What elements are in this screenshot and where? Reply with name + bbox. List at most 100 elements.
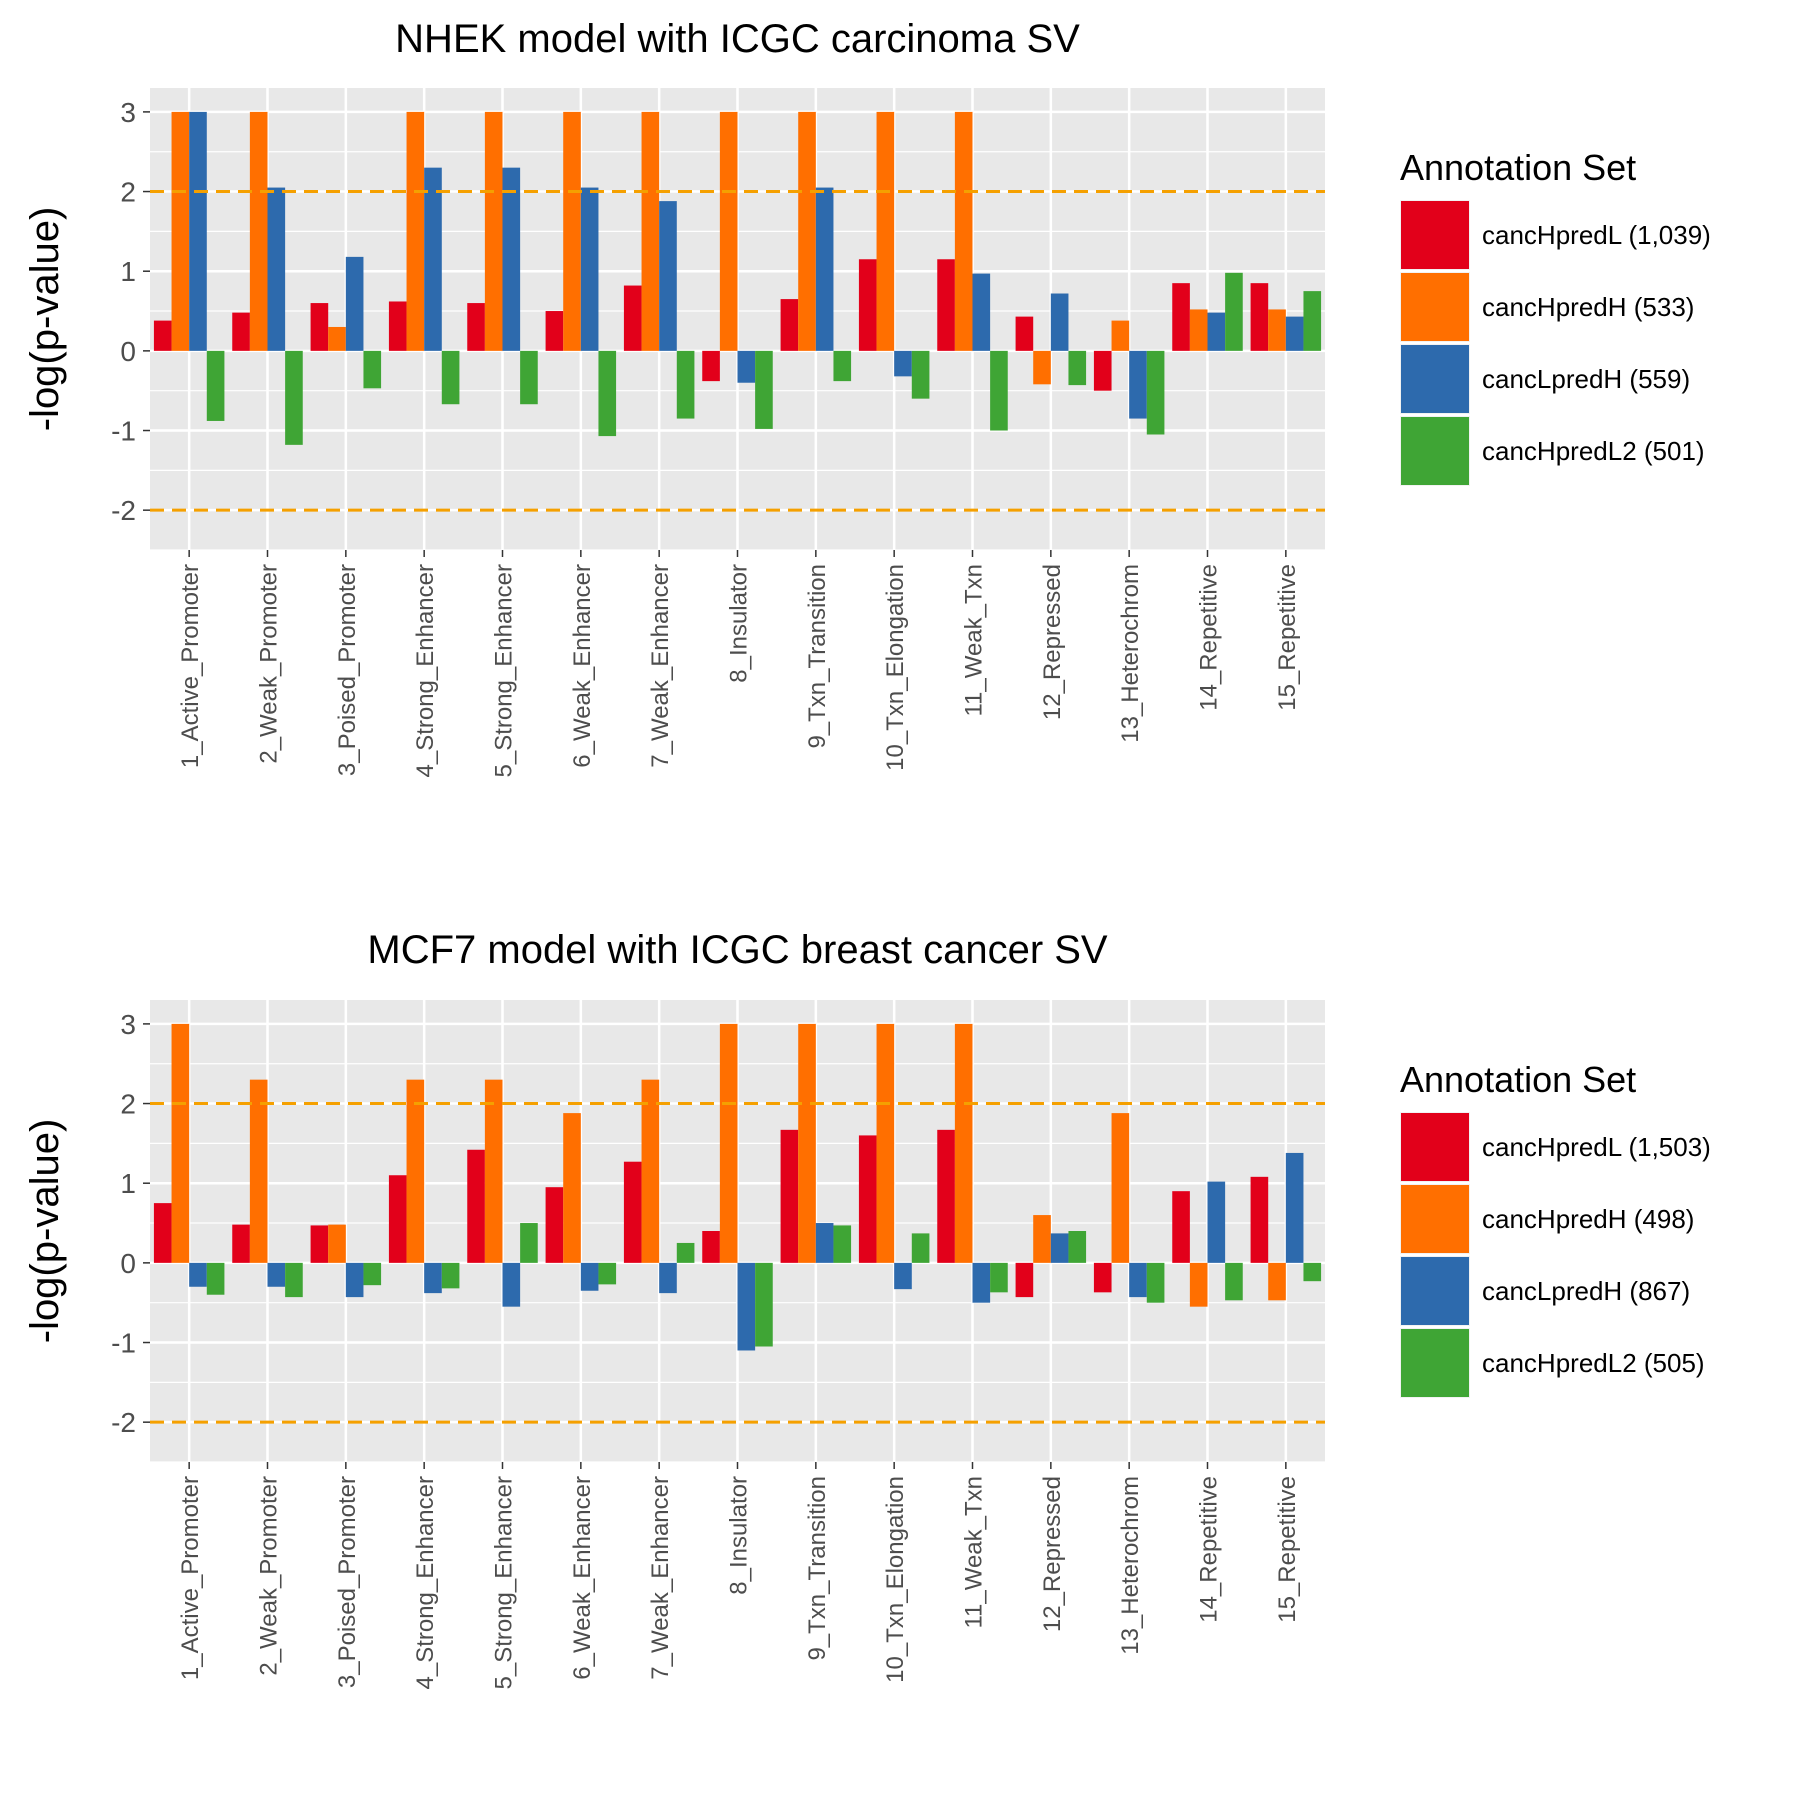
bar: [267, 1262, 286, 1287]
bar: [1189, 1262, 1208, 1307]
x-tick-label: 1_Active_Promoter: [177, 1476, 204, 1680]
legend-label: cancLpredH (559): [1482, 364, 1690, 394]
bar: [1146, 1262, 1165, 1303]
bar: [1285, 316, 1304, 351]
legend-label: cancHpredL (1,503): [1482, 1132, 1711, 1162]
bar: [641, 1079, 660, 1263]
bar: [1129, 350, 1147, 419]
x-tick-label: 5_Strong_Enhancer: [491, 564, 518, 778]
bar: [1129, 1262, 1147, 1298]
y-tick-label: -2: [111, 1407, 136, 1438]
bar: [563, 111, 581, 351]
bar: [1303, 1262, 1322, 1282]
bar: [737, 350, 756, 383]
x-tick-label: 14_Repetitive: [1196, 564, 1223, 711]
bar: [1093, 1262, 1112, 1293]
bar: [232, 1224, 250, 1263]
x-tick-label: 4_Strong_Enhancer: [412, 564, 439, 778]
bar: [1189, 309, 1208, 351]
bar: [815, 187, 834, 351]
chart-title: MCF7 model with ICGC breast cancer SV: [367, 928, 1108, 972]
bar: [894, 1262, 912, 1290]
y-tick-label: 3: [120, 1009, 136, 1040]
x-tick-label: 1_Active_Promoter: [177, 564, 204, 768]
bar: [780, 1129, 799, 1263]
bar: [388, 301, 407, 351]
bar: [972, 273, 991, 351]
x-tick-label: 11_Weak_Txn: [961, 1476, 988, 1629]
x-tick-label: 3_Poised_Promoter: [334, 1476, 361, 1688]
bar: [858, 259, 877, 351]
bar: [876, 111, 895, 351]
x-tick-label: 4_Strong_Enhancer: [412, 1476, 439, 1690]
bar: [1146, 350, 1165, 435]
bar: [780, 299, 799, 351]
bar: [737, 1262, 756, 1351]
bar: [406, 1079, 425, 1263]
bar: [702, 350, 720, 382]
bar: [1093, 350, 1112, 391]
bar: [1033, 1215, 1051, 1263]
chart-title: NHEK model with ICGC carcinoma SV: [395, 17, 1080, 61]
bar: [1225, 272, 1243, 351]
bar: [990, 1262, 1008, 1293]
bar: [310, 303, 329, 351]
bar: [1111, 320, 1130, 351]
bar: [424, 1262, 442, 1294]
bar: [858, 1135, 877, 1263]
bar: [659, 201, 677, 351]
legend-swatch: [1401, 1329, 1469, 1397]
bar: [1068, 1231, 1087, 1263]
bar: [171, 1023, 190, 1263]
bar: [1268, 309, 1286, 351]
legend-label: cancHpredL2 (501): [1482, 436, 1705, 466]
x-tick-label: 12_Repressed: [1039, 564, 1066, 720]
bar: [441, 1262, 460, 1289]
legend-swatch: [1401, 1185, 1469, 1253]
bar: [206, 1262, 225, 1295]
bar: [1207, 312, 1226, 351]
bar: [545, 311, 564, 351]
bar: [954, 1023, 973, 1263]
x-tick-label: 3_Poised_Promoter: [334, 564, 361, 776]
legend-swatch: [1401, 1113, 1469, 1181]
bar: [406, 111, 425, 351]
bar: [580, 187, 599, 351]
bar: [755, 350, 773, 429]
bar: [328, 326, 346, 351]
chart-panel-mcf7: MCF7 model with ICGC breast cancer SV 3 2 1…: [23, 928, 1711, 1690]
bar: [719, 1023, 738, 1263]
bar: [363, 350, 382, 389]
x-tick-label: 6_Weak_Enhancer: [569, 564, 596, 768]
y-tick-label: 2: [120, 177, 136, 208]
bar: [972, 1262, 991, 1303]
bar: [894, 350, 912, 377]
bar: [1068, 350, 1087, 386]
bar: [520, 1223, 538, 1263]
bar: [171, 111, 190, 351]
bar: [1172, 1191, 1190, 1263]
bar: [1015, 316, 1034, 351]
y-axis-label: -log(p-value): [23, 207, 67, 432]
bar: [623, 285, 642, 351]
bar: [1250, 1176, 1269, 1263]
bar: [937, 1129, 955, 1263]
legend-swatch: [1401, 417, 1469, 485]
bar: [345, 256, 364, 351]
bar: [363, 1262, 382, 1286]
chart-panel-nhek: NHEK model with ICGC carcinoma SV 3 2 1 0 -1 -…: [23, 17, 1711, 778]
x-tick-label: 7_Weak_Enhancer: [647, 564, 674, 768]
legend-label: cancHpredL2 (505): [1482, 1348, 1705, 1378]
x-tick-label: 13_Heterochrom: [1117, 1476, 1144, 1655]
bar: [467, 1149, 485, 1263]
bar: [755, 1262, 773, 1347]
x-tick-label: 8_Insulator: [726, 564, 753, 683]
bar: [815, 1223, 834, 1263]
legend-title: Annotation Set: [1400, 147, 1636, 188]
bar: [153, 1203, 172, 1263]
bar: [1268, 1262, 1286, 1301]
bar: [911, 1233, 930, 1263]
x-tick-label: 15_Repetitive: [1274, 564, 1301, 711]
x-tick-label: 6_Weak_Enhancer: [569, 1476, 596, 1680]
bar: [310, 1225, 329, 1263]
